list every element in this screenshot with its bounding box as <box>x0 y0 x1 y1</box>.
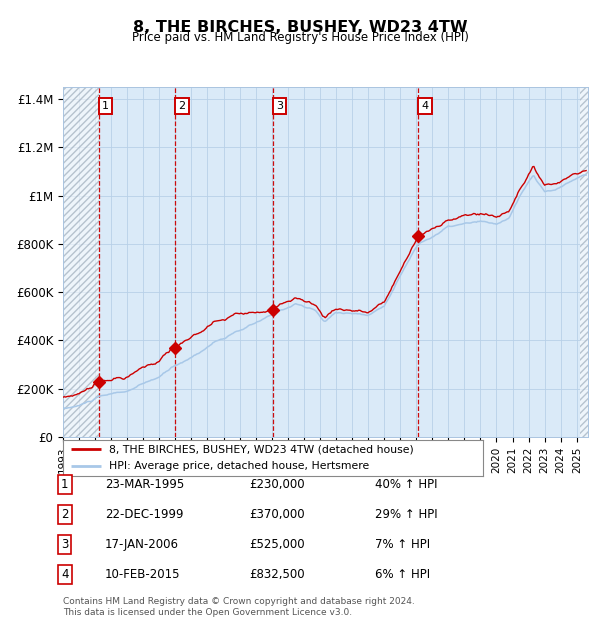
Text: 4: 4 <box>422 101 428 111</box>
Text: £230,000: £230,000 <box>249 479 305 491</box>
Text: 8, THE BIRCHES, BUSHEY, WD23 4TW (detached house): 8, THE BIRCHES, BUSHEY, WD23 4TW (detach… <box>109 445 414 454</box>
Text: 40% ↑ HPI: 40% ↑ HPI <box>375 479 437 491</box>
Text: This data is licensed under the Open Government Licence v3.0.: This data is licensed under the Open Gov… <box>63 608 352 617</box>
Text: £525,000: £525,000 <box>249 538 305 551</box>
Text: 3: 3 <box>61 538 68 551</box>
Text: 6% ↑ HPI: 6% ↑ HPI <box>375 568 430 580</box>
Text: 2: 2 <box>61 508 68 521</box>
Bar <box>580 87 588 437</box>
Text: HPI: Average price, detached house, Hertsmere: HPI: Average price, detached house, Hert… <box>109 461 370 471</box>
Text: 4: 4 <box>61 568 68 580</box>
Text: Price paid vs. HM Land Registry's House Price Index (HPI): Price paid vs. HM Land Registry's House … <box>131 31 469 44</box>
Text: 2: 2 <box>178 101 185 111</box>
Text: Contains HM Land Registry data © Crown copyright and database right 2024.: Contains HM Land Registry data © Crown c… <box>63 597 415 606</box>
Text: 17-JAN-2006: 17-JAN-2006 <box>105 538 179 551</box>
Text: 23-MAR-1995: 23-MAR-1995 <box>105 479 184 491</box>
Text: 29% ↑ HPI: 29% ↑ HPI <box>375 508 437 521</box>
Text: 8, THE BIRCHES, BUSHEY, WD23 4TW: 8, THE BIRCHES, BUSHEY, WD23 4TW <box>133 20 467 35</box>
Text: £832,500: £832,500 <box>249 568 305 580</box>
Text: £370,000: £370,000 <box>249 508 305 521</box>
Text: 10-FEB-2015: 10-FEB-2015 <box>105 568 181 580</box>
Text: 1: 1 <box>102 101 109 111</box>
Text: 22-DEC-1999: 22-DEC-1999 <box>105 508 184 521</box>
Text: 7% ↑ HPI: 7% ↑ HPI <box>375 538 430 551</box>
Text: 3: 3 <box>276 101 283 111</box>
Text: 1: 1 <box>61 479 68 491</box>
Bar <box>63 87 99 437</box>
